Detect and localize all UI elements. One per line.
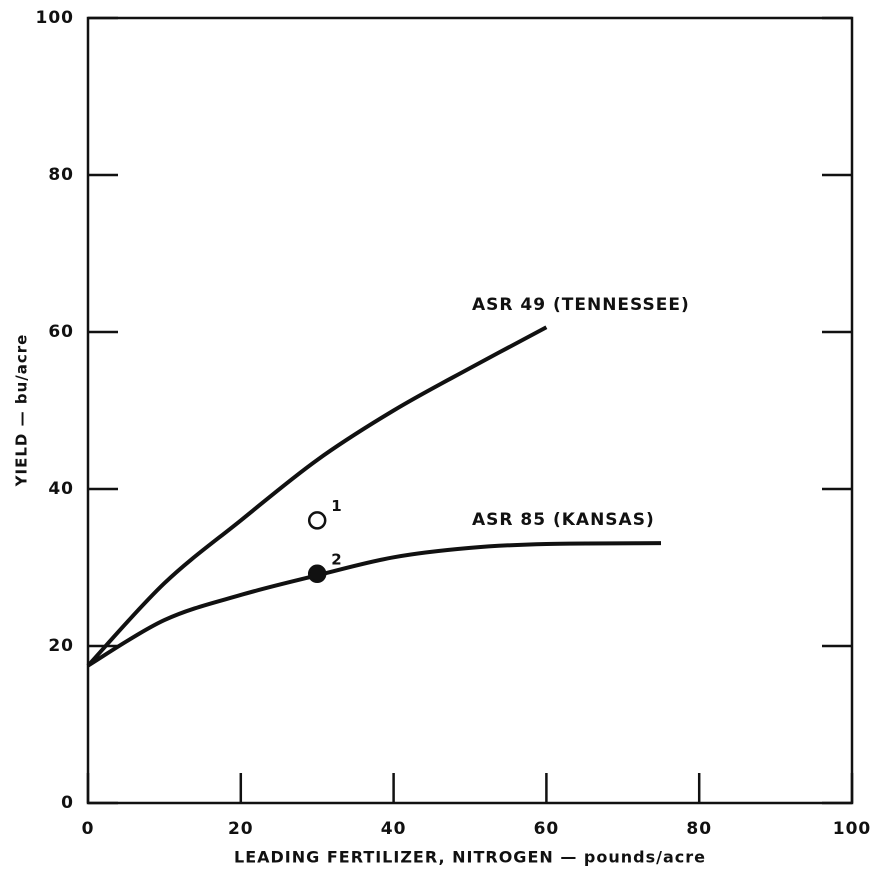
y-tick-label: 60 bbox=[48, 322, 74, 342]
series-line bbox=[86, 541, 662, 668]
series-label: ASR 49 (TENNESSEE) bbox=[472, 295, 690, 315]
y-tick-label: 40 bbox=[48, 479, 74, 499]
x-tick-label: 100 bbox=[833, 819, 872, 839]
x-tick-label: 40 bbox=[381, 819, 407, 839]
point-label: 1 bbox=[331, 497, 342, 515]
series-line bbox=[86, 325, 548, 667]
x-tick-label: 20 bbox=[228, 819, 254, 839]
series-label: ASR 85 (KANSAS) bbox=[472, 510, 655, 530]
point-label: 2 bbox=[331, 550, 342, 568]
y-axis-label: YIELD — bu/acre bbox=[13, 334, 31, 488]
y-tick-label: 100 bbox=[36, 8, 75, 28]
x-tick-label: 0 bbox=[82, 819, 95, 839]
y-tick-label: 20 bbox=[48, 636, 74, 656]
data-point bbox=[307, 511, 327, 530]
data-point bbox=[307, 564, 327, 584]
y-tick-label: 0 bbox=[61, 793, 74, 813]
y-tick-label: 80 bbox=[48, 165, 74, 185]
x-tick-label: 60 bbox=[534, 819, 560, 839]
x-tick-label: 80 bbox=[686, 819, 712, 839]
x-axis-label: LEADING FERTILIZER, NITROGEN — pounds/ac… bbox=[234, 848, 706, 867]
plot-frame bbox=[86, 16, 854, 805]
